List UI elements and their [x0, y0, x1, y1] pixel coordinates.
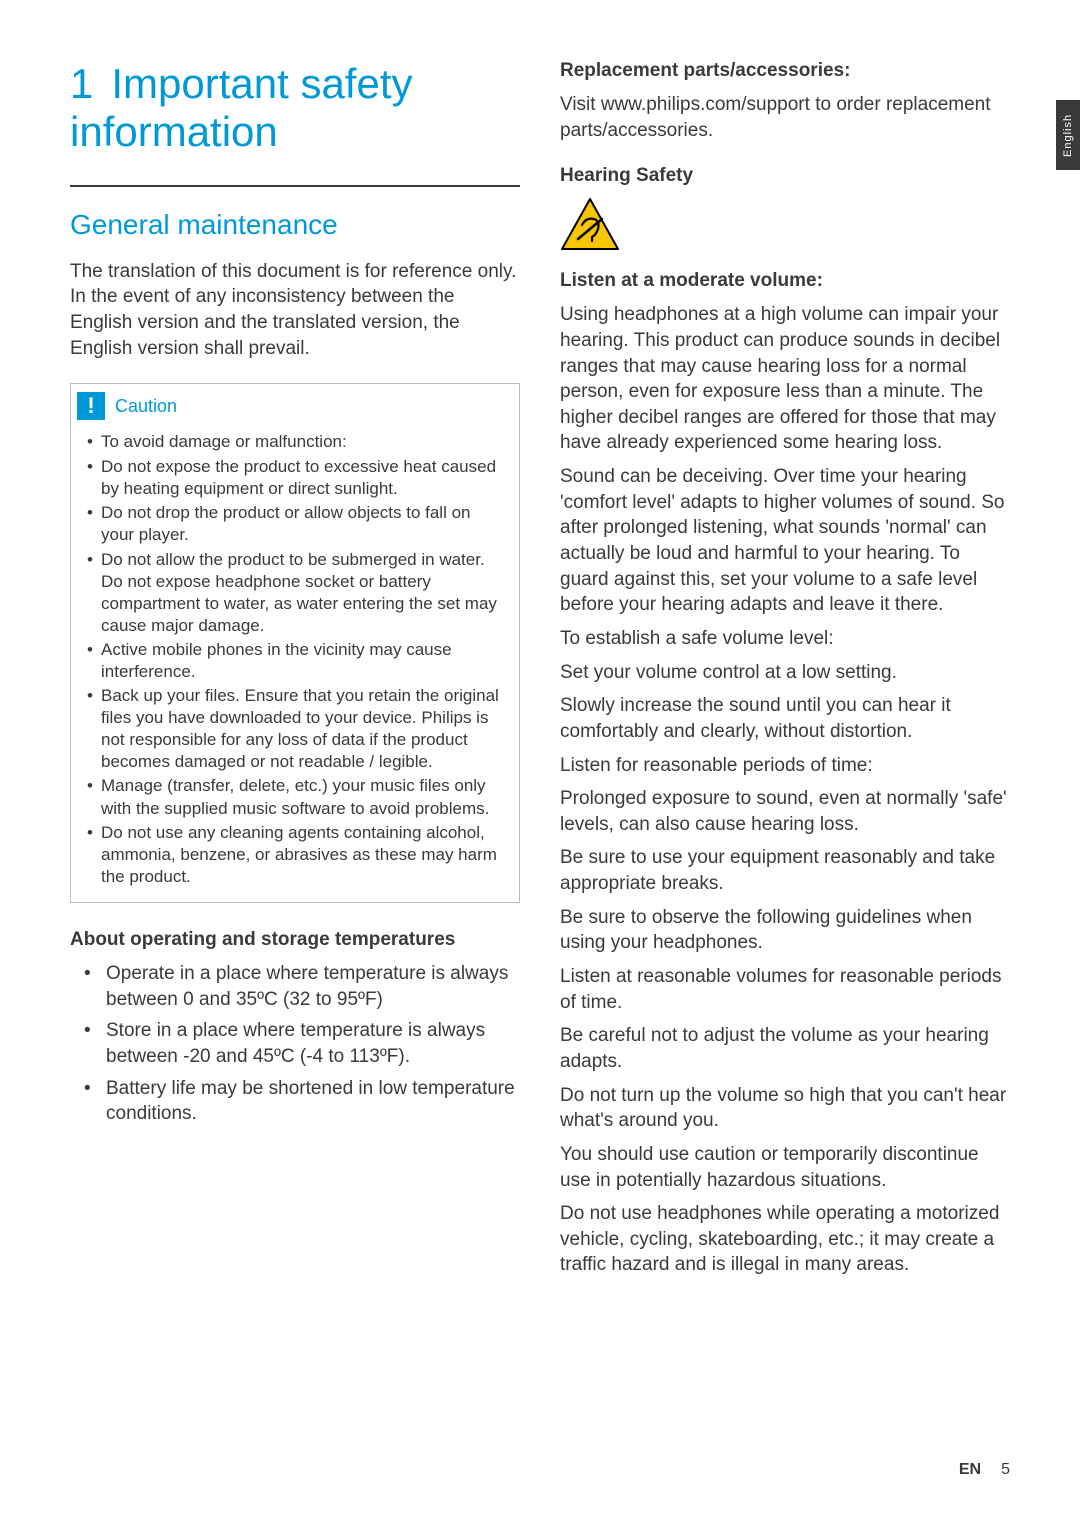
caution-label: Caution — [115, 396, 177, 417]
replacement-heading: Replacement parts/accessories: — [560, 60, 1010, 82]
hearing-para: Be sure to use your equipment reasonably… — [560, 845, 1010, 896]
intro-text: The translation of this document is for … — [70, 259, 520, 362]
right-column: Replacement parts/accessories: Visit www… — [560, 60, 1010, 1286]
hearing-para: Listen for reasonable periods of time: — [560, 753, 1010, 779]
listen-heading: Listen at a moderate volume: — [560, 270, 1010, 292]
hearing-para: Do not turn up the volume so high that y… — [560, 1083, 1010, 1134]
footer-page: 5 — [1001, 1461, 1010, 1478]
hearing-para: To establish a safe volume level: — [560, 626, 1010, 652]
hearing-para: Prolonged exposure to sound, even at nor… — [560, 786, 1010, 837]
left-column: 1Important safety information General ma… — [70, 60, 520, 1286]
caution-item: Do not expose the product to excessive h… — [87, 456, 507, 500]
temperatures-heading: About operating and storage temperatures — [70, 929, 520, 951]
hearing-para: You should use caution or temporarily di… — [560, 1142, 1010, 1193]
list-item: Operate in a place where temperature is … — [78, 961, 520, 1012]
caution-item: Do not allow the product to be submerged… — [87, 549, 507, 637]
hearing-para: Do not use headphones while operating a … — [560, 1201, 1010, 1278]
hearing-para: Slowly increase the sound until you can … — [560, 693, 1010, 744]
chapter-title-text: Important safety information — [70, 60, 413, 155]
caution-item: Do not use any cleaning agents containin… — [87, 822, 507, 888]
hearing-heading: Hearing Safety — [560, 165, 1010, 187]
list-item: Battery life may be shortened in low tem… — [78, 1076, 520, 1127]
hearing-para: Be sure to observe the following guideli… — [560, 905, 1010, 956]
chapter-title: 1Important safety information — [70, 60, 520, 157]
footer-lang: EN — [959, 1461, 981, 1478]
caution-icon: ! — [77, 392, 105, 420]
caution-lead: To avoid damage or malfunction: — [87, 432, 507, 452]
caution-body: To avoid damage or malfunction: Do not e… — [71, 426, 519, 902]
list-item: Store in a place where temperature is al… — [78, 1018, 520, 1069]
hearing-para: Sound can be deceiving. Over time your h… — [560, 464, 1010, 618]
hearing-para: Set your volume control at a low setting… — [560, 660, 1010, 686]
hearing-para: Listen at reasonable volumes for reasona… — [560, 964, 1010, 1015]
caution-box: ! Caution To avoid damage or malfunction… — [70, 383, 520, 903]
caution-item: Back up your files. Ensure that you reta… — [87, 685, 507, 773]
hearing-para: Using headphones at a high volume can im… — [560, 302, 1010, 456]
caution-header: ! Caution — [71, 384, 519, 426]
divider — [70, 185, 520, 187]
caution-item: Do not drop the product or allow objects… — [87, 502, 507, 546]
section-title: General maintenance — [70, 209, 520, 241]
chapter-number: 1 — [70, 60, 93, 108]
hearing-para: Be careful not to adjust the volume as y… — [560, 1023, 1010, 1074]
temperatures-list: Operate in a place where temperature is … — [70, 961, 520, 1127]
hearing-warning-icon — [560, 197, 1010, 256]
caution-item: Manage (transfer, delete, etc.) your mus… — [87, 775, 507, 819]
replacement-text: Visit www.philips.com/support to order r… — [560, 92, 1010, 143]
page-content: 1Important safety information General ma… — [0, 0, 1080, 1326]
page-footer: EN 5 — [959, 1461, 1010, 1479]
caution-item: Active mobile phones in the vicinity may… — [87, 639, 507, 683]
language-tab: English — [1056, 100, 1080, 170]
